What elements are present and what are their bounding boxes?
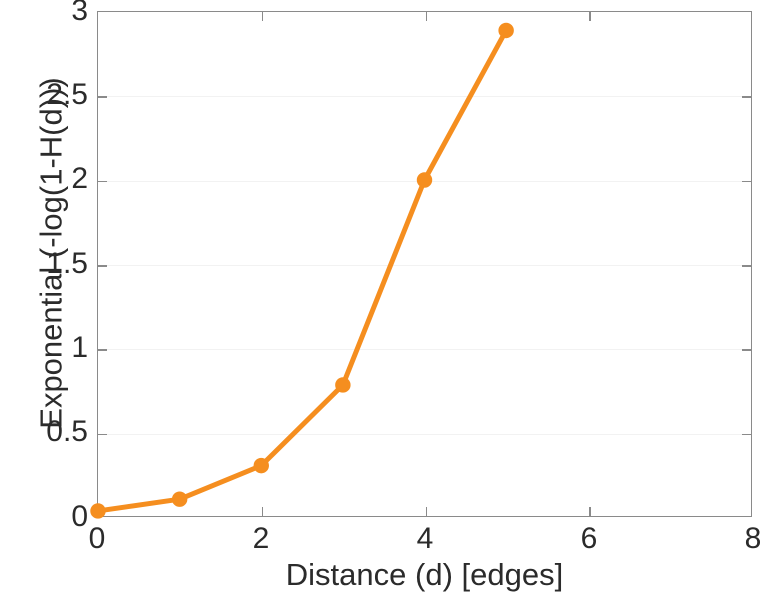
y-tick-mark-2: [98, 180, 107, 183]
x-tick-mark-top-2: [261, 12, 264, 21]
gridline-y-1: [98, 349, 751, 351]
y-tick-label-0: 0: [71, 500, 88, 533]
y-tick-mark-right-0-5: [742, 433, 751, 436]
data-point: [416, 172, 433, 188]
y-tick-mark-1: [98, 349, 107, 351]
x-tick-label-8: 8: [744, 522, 762, 555]
y-tick-label-2: 2: [71, 162, 88, 195]
gridline-y-1-5: [98, 265, 751, 266]
y-tick-label-2-5: 2.5: [46, 78, 88, 111]
data-point: [335, 377, 351, 393]
x-tick-mark-top-6: [589, 12, 591, 21]
y-tick-label-1: 1: [71, 331, 88, 364]
y-tick-label-3: 3: [71, 0, 88, 27]
y-tick-mark-0-5: [98, 433, 107, 436]
y-tick-mark-right-1-5: [742, 265, 751, 267]
data-point: [253, 457, 269, 474]
x-tick-mark-2: [261, 507, 264, 516]
data-point: [171, 491, 188, 507]
y-tick-mark-right-1: [742, 349, 751, 351]
x-tick-label-0: 0: [88, 522, 106, 555]
y-tick-mark-right-2: [742, 180, 751, 183]
y-tick-mark-right-2-5: [742, 96, 751, 98]
gridline-y-0-5: [98, 433, 751, 435]
series-markers: [90, 22, 514, 519]
y-tick-mark-2-5: [98, 96, 107, 98]
y-tick-label-0-5: 0.5: [46, 415, 88, 448]
data-point: [90, 503, 106, 519]
x-tick-label-6: 6: [580, 522, 598, 555]
y-tick-mark-1-5: [98, 265, 107, 267]
y-axis-title: Exponential (-log(1-H(d))): [33, 77, 69, 429]
y-tick-label-1-5: 1.5: [46, 247, 88, 280]
x-tick-label-2: 2: [252, 522, 270, 555]
x-tick-mark-6: [589, 507, 591, 516]
x-tick-label-4: 4: [416, 522, 434, 555]
x-tick-mark-4: [425, 507, 428, 516]
x-axis-title: Distance (d) [edges]: [285, 557, 564, 592]
gridline-y-2-5: [98, 96, 751, 98]
series-exponential: [90, 22, 514, 519]
series-line: [95, 27, 509, 514]
plot-area: [90, 11, 752, 519]
x-tick-mark-top-4: [425, 12, 428, 21]
data-point: [498, 22, 514, 39]
